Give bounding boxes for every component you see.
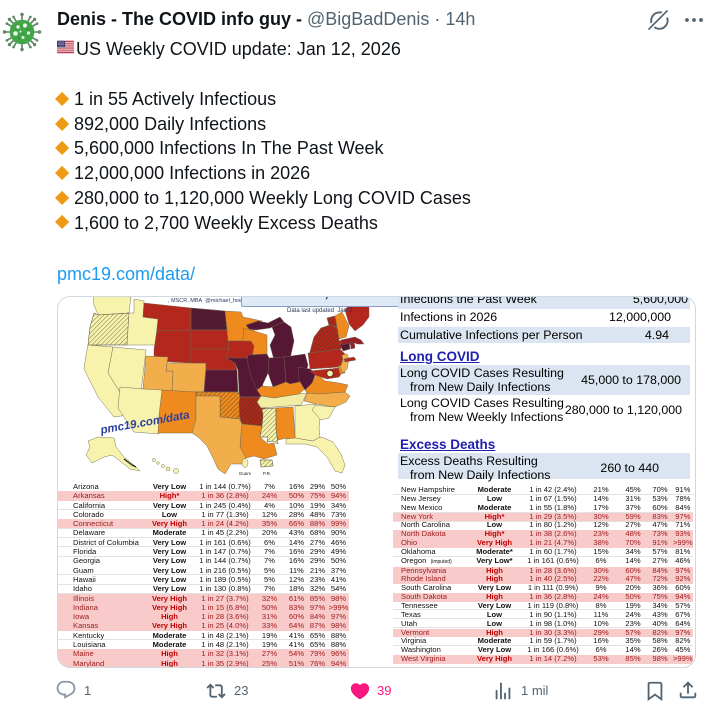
svg-text:P.R.: P.R. [263,471,271,476]
svg-text:Guam: Guam [239,471,252,476]
